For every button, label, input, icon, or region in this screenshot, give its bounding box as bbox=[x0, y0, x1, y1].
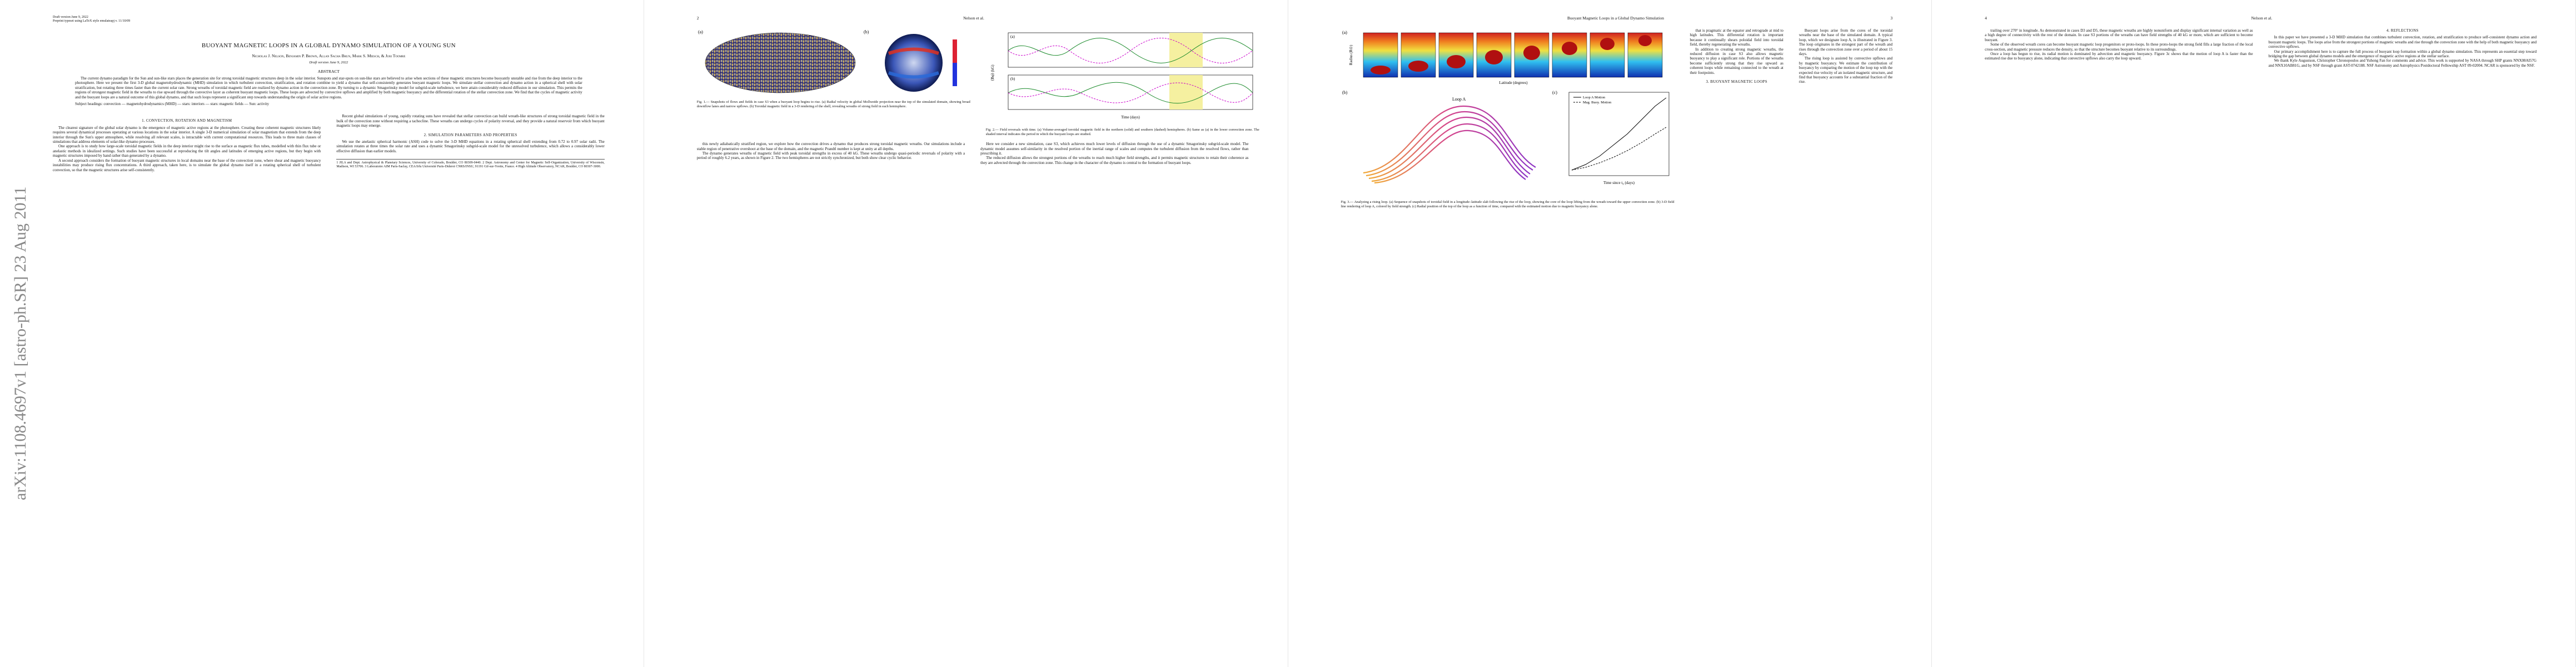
paragraph: We use the anelastic spherical harmonic … bbox=[336, 140, 605, 153]
paragraph: A second approach considers the formatio… bbox=[53, 158, 321, 172]
paragraph: Some of the observed wreath cores can be… bbox=[1985, 42, 2253, 52]
panel-label: (b) bbox=[864, 29, 869, 34]
figure-2-graphic: (a) (b) ⟨Bφ⟩ (kG) Time (days) bbox=[990, 32, 1253, 120]
paragraph: One approach is to study how large-scale… bbox=[53, 144, 321, 158]
running-title: Nelson et al. bbox=[2251, 16, 2273, 21]
figure-2-caption: Fig. 2.— Field reversals with time. (a) … bbox=[985, 128, 1259, 136]
legend-entry: Mag. Buoy. Motion bbox=[1583, 101, 1612, 104]
page-1: Draft version June 9, 2022 Preprint type… bbox=[0, 0, 644, 667]
figure-1-caption: Fig. 1.— Snapshots of flows and fields i… bbox=[696, 100, 970, 108]
legend: Loop A Motion Mag. Buoy. Motion bbox=[1573, 96, 1612, 104]
loop-rendering bbox=[1363, 105, 1536, 184]
x-axis-label: Latitude (degrees) bbox=[1499, 81, 1528, 85]
page-number: 3 bbox=[1890, 16, 1893, 21]
keywords: Subject headings: convection — magnetohy… bbox=[75, 102, 269, 107]
paragraph: Once a loop has begun to rise, its radia… bbox=[1985, 52, 2253, 61]
page-4: 4 Nelson et al. trailing over 270° in lo… bbox=[1932, 0, 2576, 667]
paragraph: In this paper we have presented a 3-D MH… bbox=[2268, 35, 2537, 49]
panel-label: (c) bbox=[1552, 90, 1557, 95]
paragraph: Our primary accomplishment here is to ca… bbox=[2268, 49, 2537, 59]
running-head: 2 Nelson et al. bbox=[697, 16, 1249, 21]
preprint-line: Preprint typeset using LaTeX style emula… bbox=[53, 19, 131, 23]
paragraph: Recent global simulations of young, rapi… bbox=[336, 114, 605, 128]
figure-3: (a) Radius (R⊙) Latitude (degrees) (b) bbox=[1341, 28, 1675, 214]
running-head: 4 Nelson et al. bbox=[1985, 16, 2537, 21]
panel-label: (b) bbox=[1010, 77, 1015, 81]
paragraph: The dynamo generates wreaths of magnetic… bbox=[696, 151, 965, 161]
figure-3-graphic: (a) Radius (R⊙) Latitude (degrees) (b) bbox=[1342, 30, 1669, 185]
body: this newly adiabatically stratified regi… bbox=[697, 142, 1249, 165]
paragraph: that is pragmatic at the equator and ret… bbox=[1690, 28, 1783, 47]
abstract: The current dynamo paradigm for the Sun … bbox=[75, 76, 582, 99]
figure-2: (a) (b) ⟨Bφ⟩ (kG) Time (days) Fig. 2.— F… bbox=[986, 28, 1259, 142]
running-title: Nelson et al. bbox=[963, 16, 984, 21]
paragraph: The clearest signature of the global sol… bbox=[53, 125, 321, 145]
legend-entry: Loop A Motion bbox=[1583, 96, 1606, 99]
figure-1-graphic: (a) (b) bbox=[698, 29, 957, 93]
page-2: 2 Nelson et al. (a) (b) Fig. 1.— Snapsho… bbox=[644, 0, 1288, 667]
panel-label: (a) bbox=[698, 29, 703, 34]
paragraph: We thank Kyle Augustson, Christopher Chr… bbox=[2268, 58, 2537, 68]
body: trailing over 270° in longitude. As demo… bbox=[1985, 28, 2537, 68]
footnote: 1 JILA and Dept. Astrophysical & Planeta… bbox=[336, 159, 605, 169]
body: 1. CONVECTION, ROTATION AND MAGNETISM The… bbox=[53, 114, 605, 172]
loop-label: Loop A bbox=[1452, 97, 1466, 102]
section-heading: 4. REFLECTIONS bbox=[2386, 28, 2419, 33]
panel-label: (a) bbox=[1342, 30, 1347, 35]
figure-row: (a) Radius (R⊙) Latitude (degrees) (b) bbox=[1341, 28, 1893, 214]
title: BUOYANT MAGNETIC LOOPS IN A GLOBAL DYNAM… bbox=[201, 42, 456, 49]
section-heading: 3. BUOYANT MAGNETIC LOOPS bbox=[1706, 79, 1767, 84]
figure-3-caption: Fig. 3.— Analyzing a rising loop. (a) Se… bbox=[1341, 200, 1675, 208]
running-head: Buoyant Magnetic Loops in a Global Dynam… bbox=[1341, 16, 1893, 21]
draft-line: Draft version June 9, 2022 bbox=[53, 16, 88, 19]
paragraph: The rising loop is assisted by convectiv… bbox=[1798, 56, 1893, 84]
page-3: Buoyant Magnetic Loops in a Global Dynam… bbox=[1288, 0, 1932, 667]
figure-row: (a) (b) Fig. 1.— Snapshots of flows and … bbox=[697, 28, 1259, 142]
authors: Nicholas J. Nelson, Benjamin P. Brown, A… bbox=[252, 53, 406, 58]
panel-label: (a) bbox=[1010, 34, 1015, 39]
side-column: that is pragmatic at the equator and ret… bbox=[1690, 28, 1893, 214]
snapshot-row bbox=[1363, 32, 1662, 78]
paragraph: Here we consider a new simulation, case … bbox=[980, 142, 1249, 156]
abstract-heading: ABSTRACT bbox=[317, 69, 340, 74]
paragraph: In addition to creating strong magnetic … bbox=[1690, 47, 1783, 75]
section-heading: 1. CONVECTION, ROTATION AND MAGNETISM bbox=[142, 118, 232, 123]
running-title: Buoyant Magnetic Loops in a Global Dynam… bbox=[1567, 16, 1664, 21]
globe bbox=[884, 34, 943, 92]
panel-label: (b) bbox=[1342, 90, 1348, 95]
figure-1: (a) (b) Fig. 1.— Snapshots of flows and … bbox=[697, 28, 970, 142]
mollweide-map bbox=[705, 32, 856, 93]
x-axis-label: Time (days) bbox=[1121, 115, 1140, 120]
paragraph: Buoyant loops arise from the cores of th… bbox=[1798, 28, 1893, 57]
page-number: 4 bbox=[1985, 16, 1987, 21]
paragraph: this newly adiabatically stratified regi… bbox=[696, 142, 965, 151]
section-heading: 2. SIMULATION PARAMETERS AND PROPERTIES bbox=[423, 132, 517, 137]
paragraph: trailing over 270° in longitude. As demo… bbox=[1985, 28, 2253, 42]
paragraph: The reduced diffusion allows the stronge… bbox=[980, 156, 1249, 165]
page-number: 2 bbox=[696, 16, 699, 21]
date: Draft version June 9, 2022 bbox=[309, 61, 348, 64]
x-axis-label: Time since t₀ (days) bbox=[1603, 181, 1635, 185]
y-axis-label: Radius (R⊙) bbox=[1349, 44, 1353, 65]
y-axis-label: ⟨Bφ⟩ (kG) bbox=[990, 64, 995, 81]
